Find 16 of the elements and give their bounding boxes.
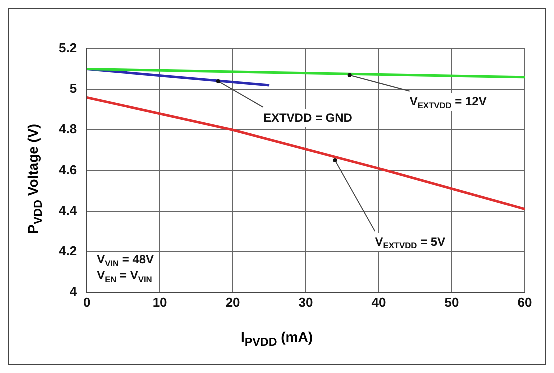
- y-tick-label: 4: [70, 284, 78, 299]
- x-tick-label: 30: [298, 294, 314, 310]
- x-tick-label: 20: [226, 294, 240, 310]
- y-tick-label: 4.4: [58, 202, 78, 218]
- x-tick-label: 60: [518, 294, 532, 310]
- y-tick-label: 5.2: [58, 40, 78, 56]
- annotation: EXTVDD = GND: [263, 110, 353, 125]
- x-tick-label: 40: [372, 294, 386, 310]
- y-tick-label: 5: [70, 81, 78, 96]
- y-tick-label: 4.2: [58, 243, 78, 258]
- x-tick-label: 10: [152, 294, 168, 310]
- x-tick-label: 0: [83, 294, 91, 310]
- y-tick-label: 4.8: [58, 122, 78, 137]
- y-tick-label: 4.6: [58, 162, 78, 178]
- x-axis-title: I$_{PVDD}$ (mA): [240, 329, 314, 349]
- x-tick-label: 50: [444, 294, 460, 310]
